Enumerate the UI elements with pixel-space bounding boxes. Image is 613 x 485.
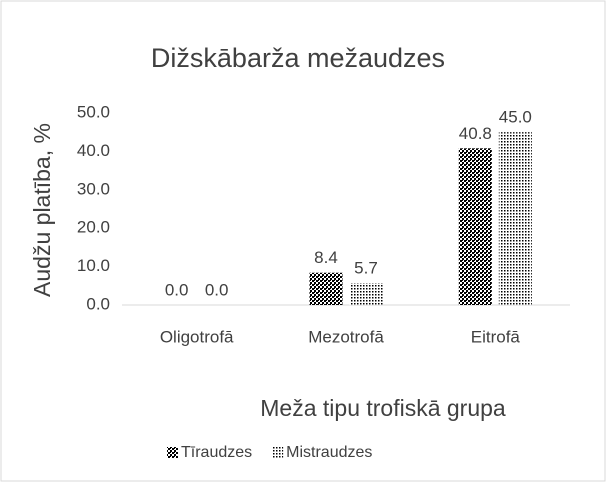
y-tick-label: 20.0 — [77, 218, 110, 237]
data-label: 0.0 — [205, 280, 229, 299]
y-tick-label: 40.0 — [77, 141, 110, 160]
y-tick-label: 0.0 — [86, 294, 110, 313]
bar — [498, 132, 532, 305]
y-axis-title: Audžu platība, % — [29, 123, 55, 297]
bar — [309, 272, 343, 305]
data-label: 8.4 — [314, 248, 338, 267]
chart-title: Dižskābarža mežaudzes — [151, 43, 445, 73]
x-tick-label: Mezotrofā — [308, 327, 384, 346]
y-tick-label: 50.0 — [77, 102, 110, 121]
legend-label: Mistraudzes — [286, 444, 372, 461]
data-label: 5.7 — [354, 259, 378, 278]
x-tick-label: Oligotrofā — [160, 327, 234, 346]
data-label: 0.0 — [165, 280, 189, 299]
bar — [458, 148, 492, 305]
y-tick-label: 10.0 — [77, 256, 110, 275]
x-axis-title: Meža tipu trofiskā grupa — [260, 395, 506, 421]
data-label: 40.8 — [459, 124, 492, 143]
bar — [349, 283, 383, 305]
data-label: 45.0 — [499, 108, 532, 127]
legend-swatch — [167, 447, 178, 458]
legend-swatch — [272, 447, 284, 458]
x-tick-label: Eitrofā — [471, 327, 521, 346]
y-tick-label: 30.0 — [77, 179, 110, 198]
legend-label: Tīraudzes — [181, 444, 252, 461]
